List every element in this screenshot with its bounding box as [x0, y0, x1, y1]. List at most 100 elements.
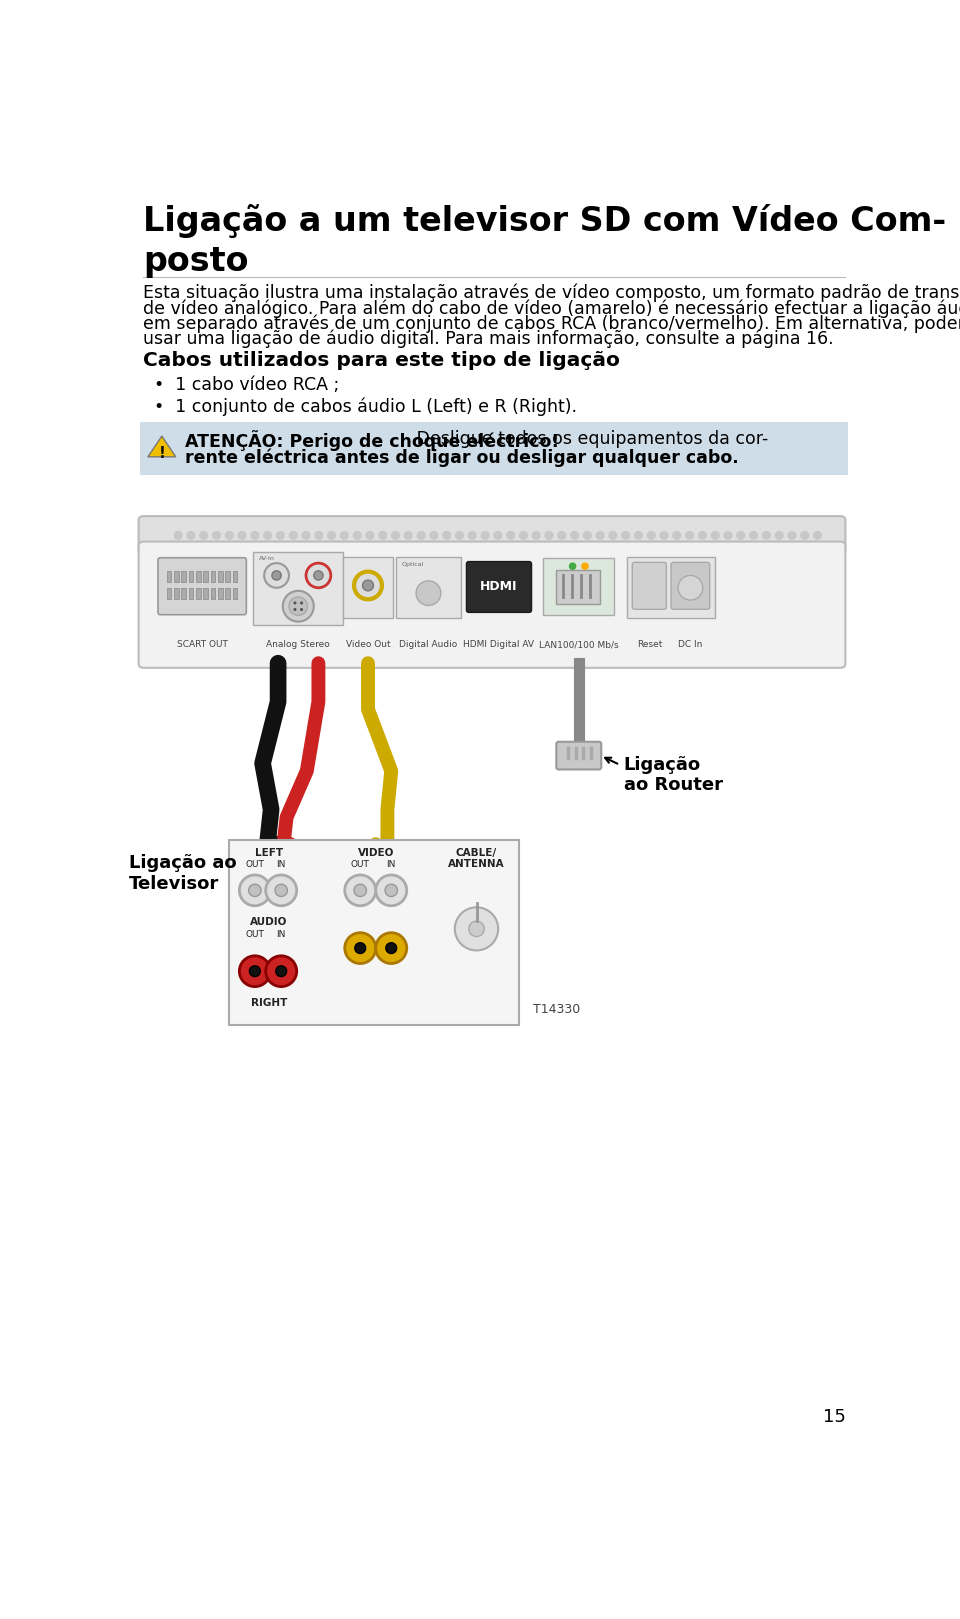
Circle shape	[468, 921, 484, 936]
Bar	[174, 572, 179, 581]
Circle shape	[418, 531, 425, 539]
Circle shape	[276, 967, 287, 976]
Text: posto: posto	[143, 244, 249, 278]
Text: AUDIO: AUDIO	[251, 918, 287, 928]
Circle shape	[266, 874, 297, 905]
Circle shape	[375, 874, 407, 905]
Circle shape	[300, 609, 303, 610]
Bar	[210, 588, 215, 599]
Circle shape	[788, 531, 796, 539]
Circle shape	[647, 531, 655, 539]
Circle shape	[315, 531, 323, 539]
Circle shape	[685, 531, 693, 539]
Circle shape	[507, 531, 515, 539]
Circle shape	[699, 531, 707, 539]
FancyBboxPatch shape	[344, 557, 393, 618]
Circle shape	[238, 531, 246, 539]
Bar	[210, 572, 215, 581]
Circle shape	[455, 907, 498, 950]
FancyBboxPatch shape	[467, 562, 532, 612]
Circle shape	[355, 942, 366, 954]
Bar	[166, 588, 171, 599]
Circle shape	[187, 531, 195, 539]
FancyBboxPatch shape	[396, 557, 461, 618]
Circle shape	[762, 531, 770, 539]
Text: !: !	[158, 445, 165, 460]
Circle shape	[673, 531, 681, 539]
Circle shape	[353, 531, 361, 539]
Text: Analog Stereo: Analog Stereo	[266, 641, 330, 649]
Circle shape	[289, 531, 297, 539]
Text: •  1 cabo vídeo RCA ;: • 1 cabo vídeo RCA ;	[155, 376, 339, 393]
Bar	[204, 588, 208, 599]
Circle shape	[375, 933, 407, 963]
Text: IN: IN	[276, 929, 286, 939]
Bar	[174, 588, 179, 599]
Text: OUT: OUT	[246, 860, 264, 869]
Bar	[232, 588, 237, 599]
Circle shape	[250, 967, 260, 976]
Circle shape	[363, 580, 373, 591]
Circle shape	[404, 531, 412, 539]
Text: Ligação
ao Router: Ligação ao Router	[624, 756, 723, 795]
Text: OUT: OUT	[246, 929, 264, 939]
FancyBboxPatch shape	[671, 562, 709, 609]
Circle shape	[354, 884, 367, 897]
Circle shape	[416, 581, 441, 606]
Text: Esta situação ilustra uma instalação através de vídeo composto, um formato padrã: Esta situação ilustra uma instalação atr…	[143, 283, 960, 303]
Circle shape	[737, 531, 745, 539]
Circle shape	[385, 884, 397, 897]
Circle shape	[386, 942, 396, 954]
Bar	[218, 572, 223, 581]
Circle shape	[294, 601, 297, 604]
Circle shape	[289, 597, 307, 615]
Text: HDMI Digital AV: HDMI Digital AV	[464, 641, 535, 649]
Text: Cabos utilizados para este tipo de ligação: Cabos utilizados para este tipo de ligaç…	[143, 351, 620, 371]
Bar	[181, 572, 186, 581]
Circle shape	[569, 563, 576, 570]
Circle shape	[300, 601, 303, 604]
Circle shape	[379, 531, 387, 539]
Circle shape	[776, 531, 783, 539]
Circle shape	[272, 572, 281, 580]
Circle shape	[341, 531, 348, 539]
Bar	[232, 572, 237, 581]
Bar	[196, 588, 201, 599]
Circle shape	[660, 531, 668, 539]
Bar	[218, 588, 223, 599]
FancyBboxPatch shape	[627, 557, 715, 618]
Text: RIGHT: RIGHT	[251, 999, 287, 1009]
Text: Digital Audio: Digital Audio	[399, 641, 458, 649]
Text: SCART OUT: SCART OUT	[177, 641, 228, 649]
Circle shape	[609, 531, 616, 539]
Bar	[204, 572, 208, 581]
Circle shape	[558, 531, 565, 539]
Circle shape	[264, 531, 272, 539]
Circle shape	[678, 575, 703, 601]
Circle shape	[294, 609, 297, 610]
Circle shape	[314, 572, 324, 580]
Circle shape	[596, 531, 604, 539]
Circle shape	[283, 591, 314, 622]
Text: rente eléctrica antes de ligar ou desligar qualquer cabo.: rente eléctrica antes de ligar ou deslig…	[185, 448, 739, 466]
Bar	[181, 588, 186, 599]
FancyBboxPatch shape	[253, 552, 344, 625]
Text: IN: IN	[387, 860, 396, 869]
Circle shape	[801, 531, 808, 539]
Bar	[226, 588, 230, 599]
FancyBboxPatch shape	[138, 541, 846, 667]
Circle shape	[249, 884, 261, 897]
FancyBboxPatch shape	[633, 562, 666, 609]
Circle shape	[468, 531, 476, 539]
Circle shape	[239, 955, 271, 986]
Text: de vídeo analógico. Para além do cabo de vídeo (amarelo) é necessário efectuar a: de vídeo analógico. Para além do cabo de…	[143, 300, 960, 317]
Bar	[226, 572, 230, 581]
Text: LAN100/100 Mb/s: LAN100/100 Mb/s	[539, 641, 618, 649]
Circle shape	[345, 874, 375, 905]
Circle shape	[724, 531, 732, 539]
Circle shape	[582, 563, 588, 570]
Text: OUT: OUT	[350, 860, 370, 869]
Circle shape	[430, 531, 438, 539]
Bar	[188, 588, 193, 599]
Circle shape	[251, 531, 259, 539]
